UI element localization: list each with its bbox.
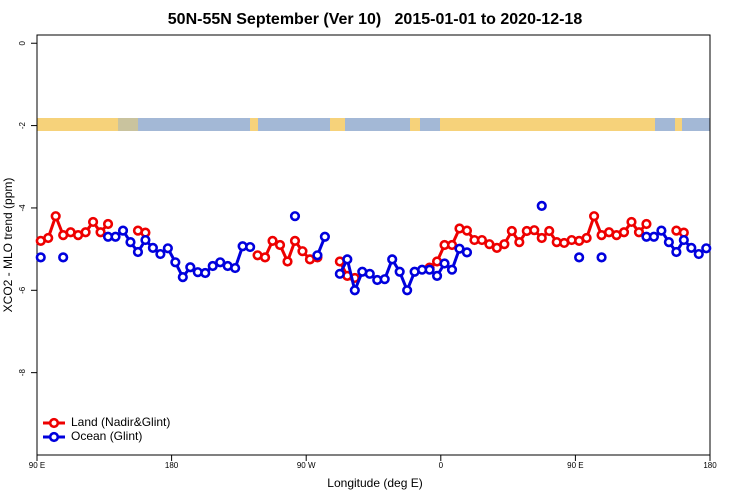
y-tick-label: -8 <box>18 369 27 377</box>
series-point <box>499 239 510 250</box>
series-point <box>267 235 278 246</box>
series-point <box>245 241 256 253</box>
series-point <box>87 216 99 228</box>
series-point <box>686 242 697 253</box>
series-point <box>506 225 517 237</box>
plot-frame <box>36 34 711 456</box>
chart-title: 50N-55N September (Ver 10) 2015-01-01 to… <box>168 11 583 28</box>
series-point <box>663 237 674 248</box>
legend-entry: Land (Nadir&Glint) <box>43 415 170 429</box>
series-point <box>43 232 54 244</box>
series-point <box>387 254 398 265</box>
x-tick-label: 0 <box>439 461 444 470</box>
series-point <box>544 225 555 237</box>
series-point <box>282 256 293 267</box>
series-point <box>439 258 450 269</box>
x-tick-label: 90 W <box>297 461 316 470</box>
series-point <box>289 211 301 222</box>
series-point <box>671 246 682 258</box>
series-point <box>536 200 547 211</box>
y-tick-label: -4 <box>18 204 27 212</box>
series-point <box>319 231 330 242</box>
series-point <box>259 252 271 263</box>
series-point <box>633 227 645 238</box>
series-point <box>446 239 458 251</box>
series-point <box>58 252 69 263</box>
series-point <box>701 243 712 254</box>
series-point <box>147 242 159 253</box>
series-point <box>215 257 226 268</box>
x-axis-label: Longitude (deg E) <box>327 476 422 490</box>
series-point <box>125 237 136 248</box>
series-point <box>536 232 547 244</box>
series-point <box>80 227 91 238</box>
series-point <box>297 246 308 257</box>
series-point <box>162 243 173 254</box>
series-point <box>484 239 495 250</box>
series-point <box>349 285 360 296</box>
series-point <box>230 262 241 274</box>
series-point <box>140 234 151 246</box>
series-point <box>574 252 585 263</box>
y-tick-label: -2 <box>18 121 27 129</box>
series-point <box>177 272 188 283</box>
series-point <box>618 227 630 238</box>
series-point <box>102 218 114 230</box>
x-tick-label: 90 E <box>29 461 45 470</box>
series-point <box>170 257 181 268</box>
legend-marker <box>48 417 60 429</box>
series-point <box>364 268 375 279</box>
series-point <box>110 231 121 242</box>
series-point <box>402 285 413 296</box>
series-point <box>641 218 652 230</box>
series-point <box>342 254 353 265</box>
y-tick-label: 0 <box>18 40 27 45</box>
series-point <box>117 225 129 236</box>
series-point <box>155 248 166 260</box>
series-point <box>596 252 607 263</box>
legend-marker <box>48 431 60 443</box>
y-tick-label: -6 <box>18 286 27 294</box>
y-axis-label: XCO2 - MLO trend (ppm) <box>1 178 15 313</box>
series-point <box>379 274 390 285</box>
series-point <box>334 268 345 279</box>
x-tick-label: 180 <box>165 461 179 470</box>
series-point <box>648 231 660 242</box>
series-point <box>476 234 488 246</box>
series-point <box>626 216 637 228</box>
series-point <box>50 211 61 222</box>
series-point <box>693 248 704 260</box>
series-point <box>491 242 502 253</box>
series-point <box>312 250 323 261</box>
series-point <box>514 237 525 248</box>
series-point <box>678 234 689 246</box>
legend-label: Ocean (Glint) <box>71 429 142 443</box>
series-point <box>200 267 211 279</box>
series-point <box>529 225 540 236</box>
series-line <box>428 211 648 269</box>
series-point <box>656 225 667 236</box>
series-point <box>274 239 286 251</box>
series-point <box>35 252 46 263</box>
series-point <box>132 246 144 258</box>
legend-entry: Ocean (Glint) <box>43 429 142 443</box>
x-tick-label: 180 <box>703 461 717 470</box>
series-point <box>394 266 405 277</box>
series-point <box>95 227 106 238</box>
series-point <box>446 264 458 275</box>
series-point <box>185 262 196 273</box>
series-point <box>207 260 218 272</box>
series-point <box>431 270 443 281</box>
series-point <box>461 225 473 236</box>
series-point <box>588 211 600 222</box>
land-ocean-strip <box>37 118 710 131</box>
series-point <box>461 247 473 258</box>
series-point <box>454 243 465 254</box>
x-tick-label: 90 E <box>567 461 583 470</box>
series-point <box>424 264 435 275</box>
legend-label: Land (Nadir&Glint) <box>71 415 170 429</box>
series-point <box>289 235 301 246</box>
series-point <box>581 232 592 244</box>
